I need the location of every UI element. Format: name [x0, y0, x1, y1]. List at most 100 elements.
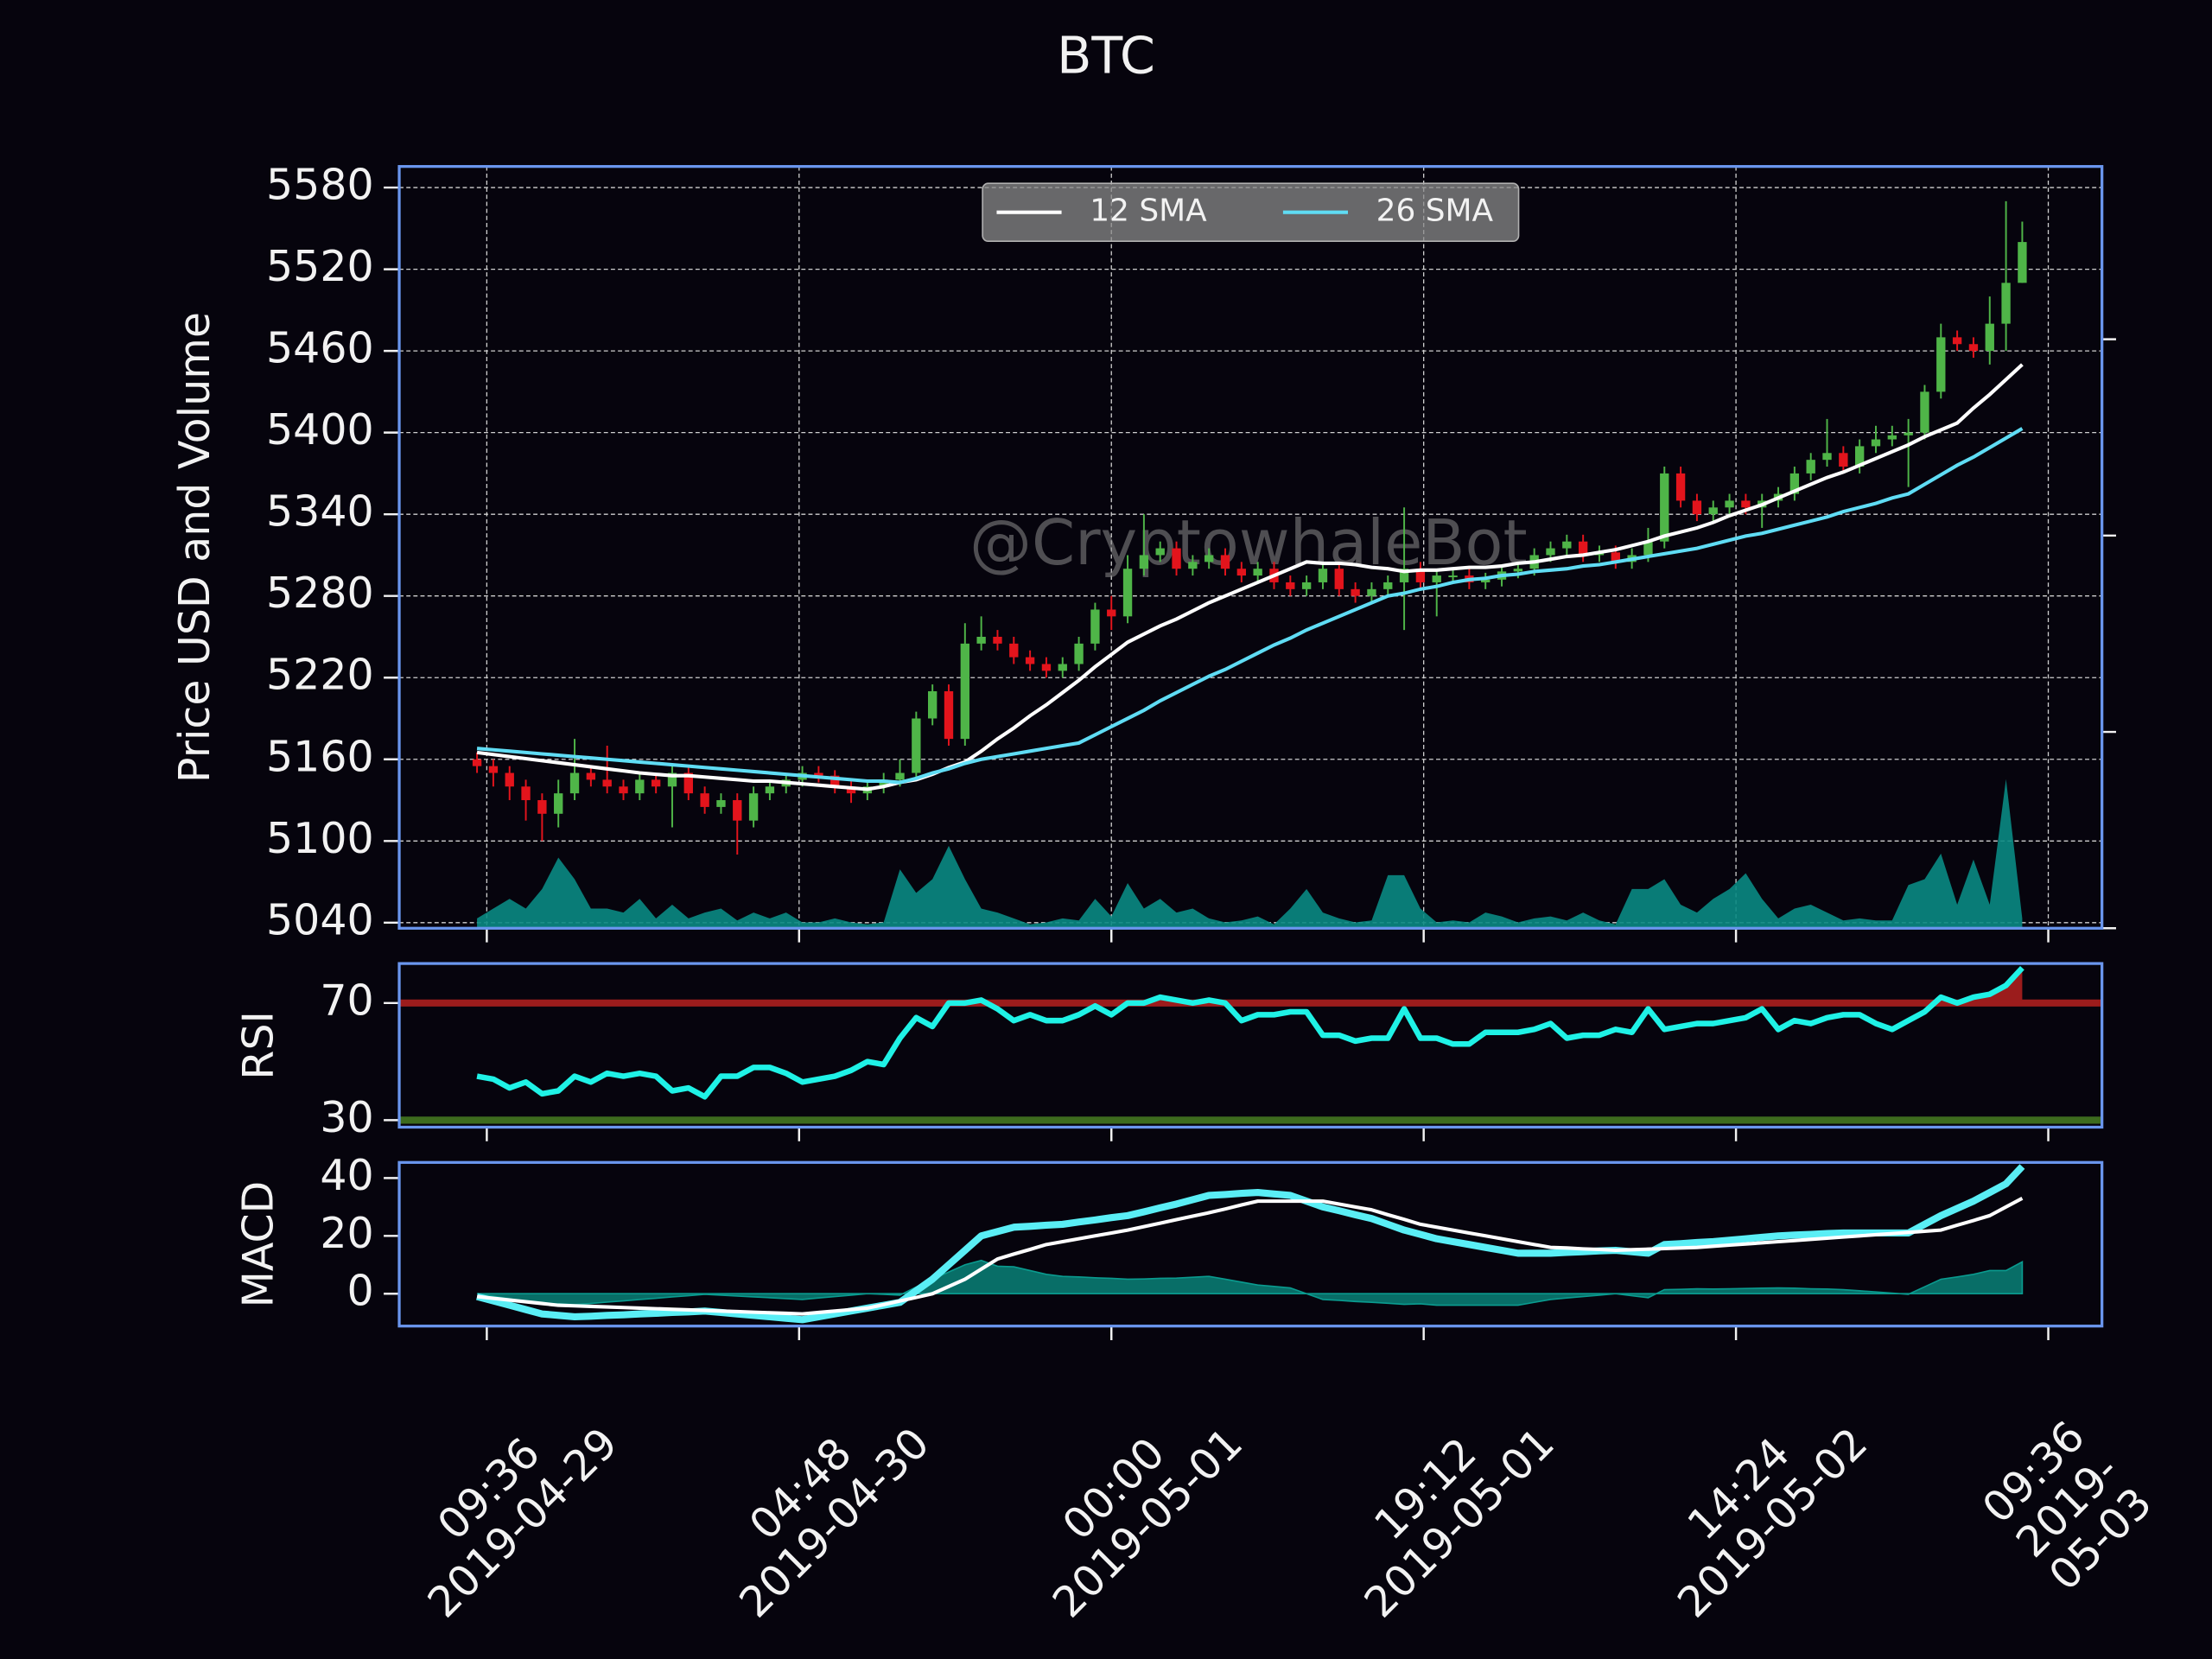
legend-label: 12 SMA — [1090, 194, 1207, 229]
y-tick-label: 70 — [320, 976, 373, 1025]
candle-body — [505, 772, 514, 787]
candle-body — [1481, 579, 1491, 582]
candle-body — [472, 759, 482, 766]
candle-body — [1188, 562, 1198, 569]
candle-body — [1789, 473, 1800, 494]
candle-body — [1058, 664, 1067, 671]
candle-body — [1839, 453, 1848, 467]
panel-frame — [397, 962, 2104, 1129]
y-tick-label: 5460 — [266, 324, 374, 373]
y-axis-label: Price USD and Volume — [170, 312, 219, 783]
candle-body — [602, 779, 612, 787]
y-tick-label: 5400 — [266, 405, 374, 454]
y-tick-label: 5280 — [266, 569, 374, 618]
panel-frame — [397, 165, 2104, 930]
y-tick-label: 40 — [320, 1151, 373, 1200]
candle-body — [1155, 548, 1165, 556]
candle-body — [1205, 555, 1214, 563]
y-axis-label: MACD — [234, 1181, 283, 1308]
candle-body — [716, 800, 726, 807]
candle-body — [1968, 344, 1979, 352]
candle-body — [683, 772, 693, 794]
candle-body — [667, 772, 677, 787]
y-tick-label: 5580 — [266, 161, 374, 210]
candle-body — [1952, 337, 1962, 345]
candle-body — [1904, 432, 1913, 435]
sma-line — [476, 427, 2024, 785]
candle-body — [1546, 548, 1555, 556]
candle-body — [1074, 643, 1084, 664]
candle-body — [2018, 242, 2027, 283]
y-tick-label: 5340 — [266, 487, 374, 537]
candle-body — [1887, 435, 1897, 440]
candle-body — [1122, 569, 1133, 617]
panel-frame — [397, 1160, 2104, 1328]
panel-background — [399, 166, 2102, 929]
candle-body — [635, 779, 645, 794]
candle-body — [488, 766, 499, 773]
candle-body — [1643, 541, 1653, 556]
panel-background — [399, 1162, 2102, 1326]
candle-body — [748, 793, 759, 821]
candle-body — [1578, 541, 1588, 556]
y-tick-label: 0 — [346, 1267, 373, 1316]
candle-body — [1220, 555, 1230, 569]
candle-body — [814, 772, 823, 776]
candle-body — [1139, 555, 1149, 569]
candle-body — [1985, 323, 1994, 352]
candle-body — [2001, 283, 2011, 324]
candle-body — [1415, 569, 1426, 582]
candle-body — [586, 772, 596, 780]
sma-line — [476, 363, 2024, 791]
y-tick-label: 30 — [320, 1093, 373, 1142]
candle-body — [1854, 446, 1865, 467]
candle-body — [569, 772, 580, 794]
candle-body — [537, 800, 547, 814]
candle-body — [1660, 473, 1669, 542]
candle-body — [1920, 391, 1929, 433]
candle-body — [1172, 548, 1181, 569]
indicator-line — [476, 1196, 2024, 1316]
candle-body — [1741, 500, 1751, 508]
candle-body — [651, 779, 661, 787]
y-tick-label: 5040 — [266, 895, 374, 944]
candle-body — [1936, 337, 1946, 392]
candle-body — [1432, 575, 1441, 582]
candle-body — [1351, 588, 1360, 596]
watermark: @CryptowhaleBot — [969, 506, 1528, 579]
candle-body — [1334, 569, 1344, 589]
candle-body — [1806, 460, 1815, 474]
candle-body — [1286, 582, 1295, 589]
volume-area — [477, 779, 2023, 929]
indicator-line — [476, 965, 2024, 1100]
y-tick-label: 5520 — [266, 242, 374, 291]
indicator-line — [476, 1164, 2025, 1324]
candle-body — [912, 718, 921, 773]
histogram-area — [476, 1259, 2024, 1306]
candle-body — [879, 779, 888, 787]
candle-body — [1448, 575, 1458, 578]
y-tick-label: 5100 — [266, 814, 374, 863]
candle-body — [700, 793, 709, 807]
candle-body — [619, 786, 628, 794]
legend-label: 26 SMA — [1376, 194, 1494, 229]
candle-body — [976, 636, 986, 644]
candle-body — [1692, 500, 1702, 515]
candle-body — [1253, 569, 1262, 576]
candle-body — [1009, 643, 1019, 658]
candle-body — [1708, 507, 1718, 515]
chart-title: BTC — [1057, 26, 1155, 86]
candle-body — [1383, 582, 1393, 589]
y-axis-label: RSI — [234, 1011, 283, 1080]
candle-body — [1725, 500, 1734, 508]
candle-body — [554, 793, 563, 814]
candle-body — [927, 690, 938, 719]
candle-body — [1025, 657, 1035, 664]
candle-body — [521, 786, 531, 801]
candle-body — [830, 775, 840, 787]
candle-body — [993, 636, 1002, 644]
candle-body — [1041, 664, 1052, 671]
candle-body — [1871, 439, 1881, 447]
